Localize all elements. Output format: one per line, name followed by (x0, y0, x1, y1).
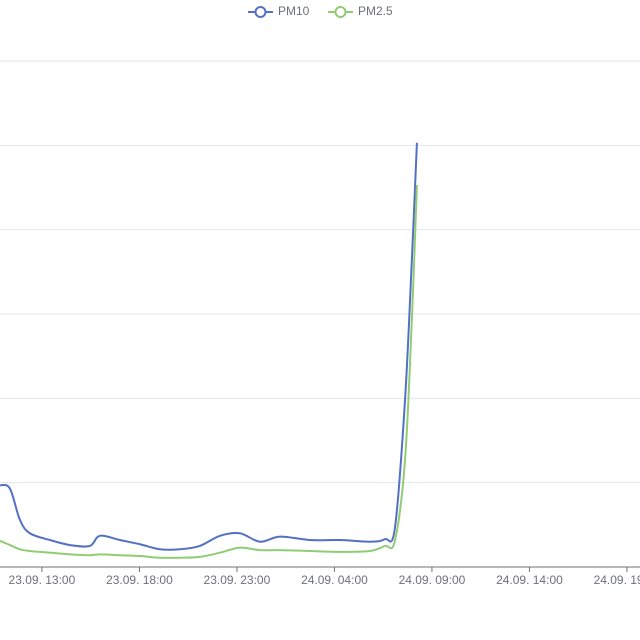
x-tick-label: 23.09. 13:00 (9, 573, 76, 587)
series-line (0, 142, 418, 551)
legend-marker (254, 6, 267, 18)
legend-label: PM2.5 (358, 4, 393, 18)
series-line (0, 184, 418, 559)
x-tick-label: 24.09. 14:00 (496, 573, 563, 587)
x-tick-label: 23.09. 23:00 (204, 573, 271, 587)
x-tick-label: 23.09. 18:00 (106, 573, 173, 587)
legend-marker (334, 6, 347, 18)
x-tick-label: 24.09. 19:00 (594, 573, 640, 587)
x-tick-label: 24.09. 09:00 (399, 573, 466, 587)
legend-label: PM10 (278, 4, 310, 18)
x-tick-label: 24.09. 04:00 (301, 573, 368, 587)
